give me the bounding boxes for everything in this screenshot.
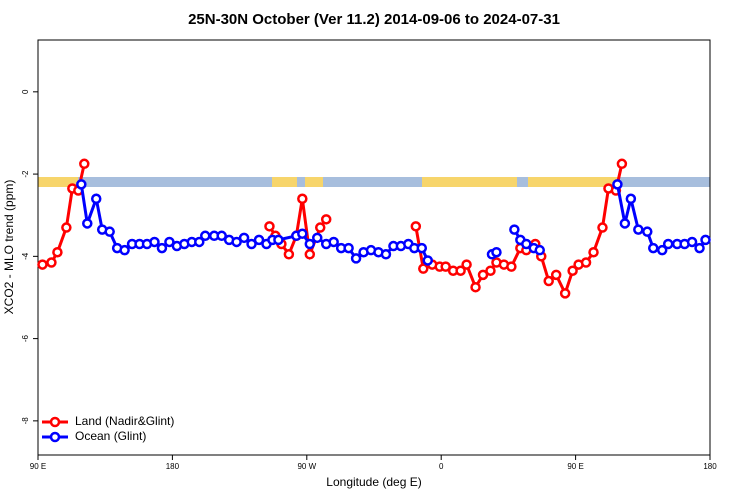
data-point <box>418 263 429 274</box>
data-point <box>37 259 48 270</box>
data-point <box>509 224 520 235</box>
data-point <box>534 244 546 256</box>
data-point <box>149 236 160 248</box>
plot-frame <box>37 39 711 456</box>
data-point <box>82 218 93 229</box>
surface-band <box>38 177 710 187</box>
data-point <box>440 261 451 272</box>
data-point <box>76 179 87 190</box>
data-point <box>656 244 668 256</box>
data-point <box>61 222 72 233</box>
data-point <box>46 257 57 268</box>
legend-marker <box>49 431 61 443</box>
data-point <box>328 236 339 248</box>
data-point <box>491 246 502 258</box>
data-point <box>506 261 517 272</box>
y-tick-label: 0 <box>21 89 30 94</box>
land-band <box>422 177 517 187</box>
data-point <box>686 236 698 248</box>
data-point <box>304 249 316 260</box>
data-point <box>343 242 354 254</box>
data-point <box>616 158 628 170</box>
data-point <box>642 226 653 237</box>
land-band <box>305 177 323 187</box>
data-point <box>314 222 326 233</box>
data-point <box>470 281 481 293</box>
data-point <box>477 269 489 281</box>
land-band <box>272 177 297 187</box>
y-tick-label: -2 <box>21 170 30 178</box>
data-point <box>273 234 284 246</box>
data-point <box>297 228 308 239</box>
data-point <box>485 265 496 276</box>
data-point <box>320 214 332 225</box>
data-point <box>264 221 275 232</box>
legend-marker <box>49 416 61 428</box>
y-tick-label: -6 <box>21 335 30 343</box>
data-point <box>304 238 316 250</box>
x-tick-label: 90 E <box>567 462 583 471</box>
data-point <box>612 179 623 190</box>
data-point <box>588 246 599 258</box>
data-point <box>200 230 211 242</box>
data-point <box>119 244 130 256</box>
x-tick-label: 90 E <box>30 462 46 471</box>
x-tick-label: 180 <box>166 462 180 471</box>
data-point <box>543 275 554 287</box>
data-point <box>79 158 90 170</box>
data-point <box>567 265 578 276</box>
data-point <box>416 242 428 254</box>
data-point <box>619 218 631 229</box>
data-point <box>461 259 472 270</box>
data-point <box>283 249 295 260</box>
ocean-band <box>38 177 710 187</box>
y-tick-label: -4 <box>21 252 30 260</box>
data-point <box>700 234 711 246</box>
land-band <box>38 177 78 187</box>
data-point <box>694 242 705 254</box>
data-point <box>104 226 115 237</box>
data-point <box>297 193 308 205</box>
data-point <box>662 238 674 250</box>
data-point <box>380 249 392 260</box>
data-point <box>194 236 205 248</box>
land-band <box>528 177 618 187</box>
data-point <box>312 232 323 244</box>
data-point <box>648 242 659 254</box>
data-point <box>350 253 362 264</box>
data-point <box>238 232 250 244</box>
data-point <box>253 234 265 246</box>
data-point <box>231 236 242 248</box>
data-point <box>422 255 434 266</box>
y-tick-label: -8 <box>21 417 30 425</box>
chart-title: 25N-30N October (Ver 11.2) 2014-09-06 to… <box>188 11 560 28</box>
y-axis-label: XCO2 - MLO trend (ppm) <box>2 180 16 315</box>
data-point <box>580 257 592 268</box>
data-point <box>410 221 422 232</box>
data-point <box>90 193 102 205</box>
data-point <box>164 236 175 248</box>
data-point <box>156 242 168 254</box>
data-point <box>597 222 608 233</box>
x-tick-label: 0 <box>439 462 444 471</box>
data-point <box>559 288 571 299</box>
data-point <box>625 193 637 205</box>
data-point <box>550 269 562 281</box>
data-point <box>455 265 466 276</box>
data-point <box>633 224 644 235</box>
x-axis-label: Longitude (deg E) <box>326 475 421 489</box>
data-point <box>521 238 532 250</box>
x-tick-label: 90 W <box>297 462 316 471</box>
x-tick-label: 180 <box>703 462 717 471</box>
legend-label: Ocean (Glint) <box>75 429 146 443</box>
legend-label: Land (Nadir&Glint) <box>75 414 174 428</box>
data-point <box>52 246 63 258</box>
data-point <box>216 230 227 242</box>
data-point <box>246 238 257 250</box>
